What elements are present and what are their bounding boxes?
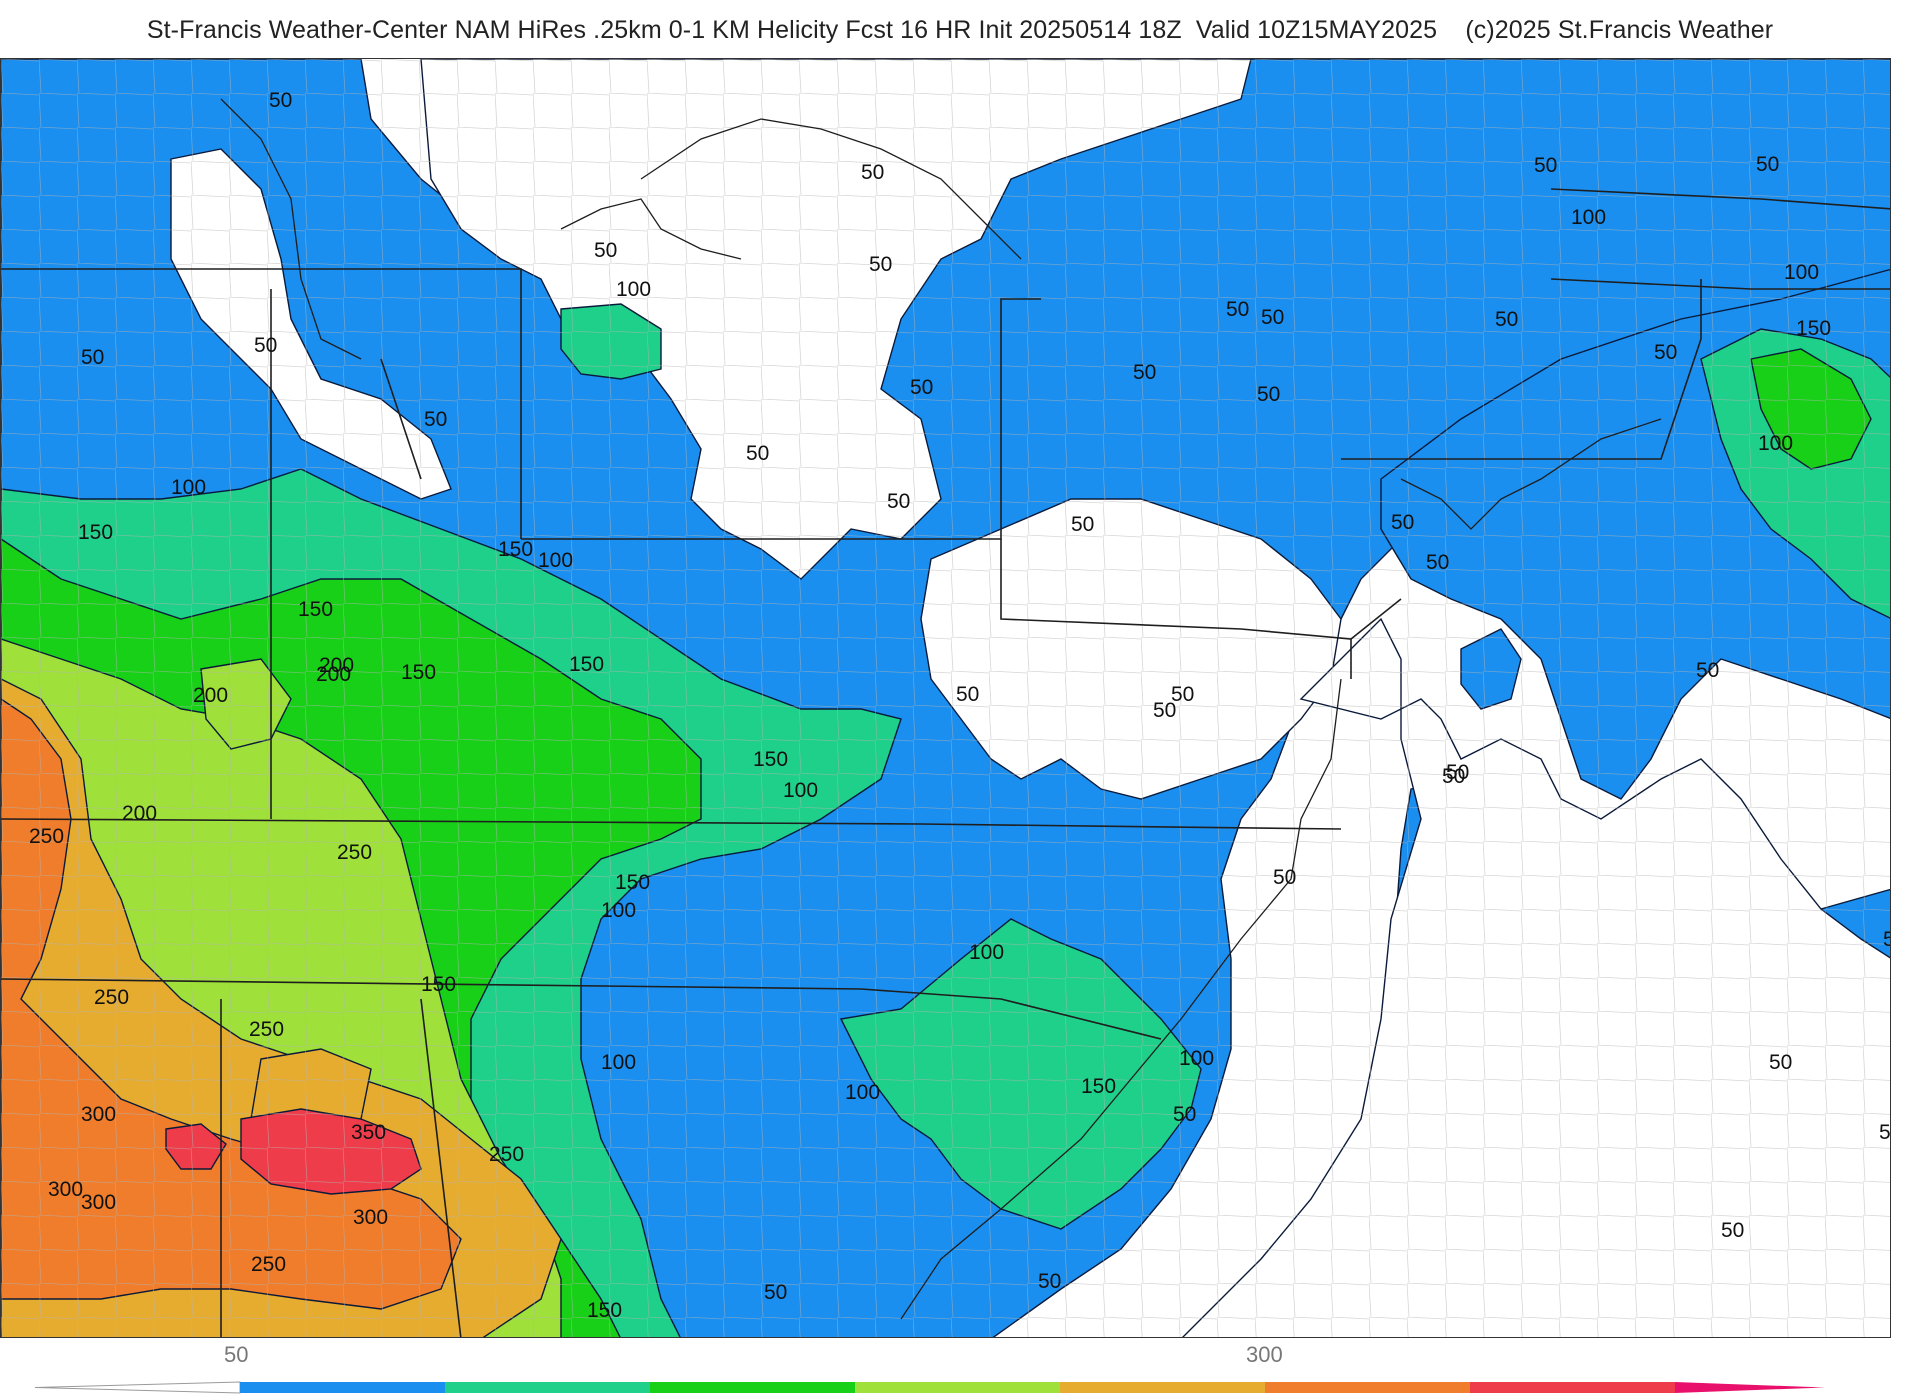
contour-label: 50: [1226, 298, 1249, 321]
contour-label: 150: [298, 598, 333, 621]
contour-label: 250: [249, 1018, 284, 1041]
contour-label: 150: [401, 661, 436, 684]
contour-label: 150: [421, 973, 456, 996]
contour-label: 50: [1133, 361, 1156, 384]
contour-label: 50: [1153, 699, 1176, 722]
contour-label: 50: [887, 490, 910, 513]
contour-label: 100: [1758, 432, 1793, 455]
contour-label: 100: [969, 941, 1004, 964]
contour-label: 100: [1571, 206, 1606, 229]
legend-bin-100: [445, 1382, 650, 1393]
contour-label: 200: [319, 654, 354, 677]
contour-label: 50: [1883, 928, 1891, 951]
contour-label: 100: [601, 1051, 636, 1074]
legend-bin-350: [1470, 1382, 1675, 1393]
contour-label: 250: [251, 1253, 286, 1276]
legend-bin-150: [650, 1382, 855, 1393]
contour-label: 50: [1171, 683, 1194, 706]
legend-bin-300: [1265, 1382, 1470, 1393]
legend-bin-250: [1060, 1382, 1265, 1393]
contour-label: 100: [1784, 261, 1819, 284]
contour-label: 150: [78, 521, 113, 544]
contour-label: 50: [81, 346, 104, 369]
legend-left-taper: [34, 1381, 241, 1394]
legend-bar: [34, 1381, 1825, 1394]
contour-label: 50: [1442, 765, 1465, 788]
legend-tick-label: 300: [1246, 1342, 1283, 1367]
contour-label: 50: [1273, 866, 1296, 889]
contour-label: 50: [1495, 308, 1518, 331]
contour-label: 150: [1796, 317, 1831, 340]
helicity-map: 50 50 100 150 200 250 300 350 50 50 50 5…: [0, 58, 1891, 1338]
contour-label: 50: [269, 89, 292, 112]
contour-label: 300: [81, 1103, 116, 1126]
contour-label: 300: [48, 1178, 83, 1201]
contour-label: 50: [1654, 341, 1677, 364]
contour-label: 50: [1257, 383, 1280, 406]
contour-label: 200: [316, 663, 351, 686]
contour-label: 50: [746, 442, 769, 465]
contour-label: 250: [94, 986, 129, 1009]
state-borders: [1, 188, 1890, 1337]
contour-labels: 50 50 100 150 200 250 300 350 50 50 50 5…: [29, 89, 1891, 1322]
contour-label: 50: [1426, 551, 1449, 574]
legend-bin-400: [1675, 1382, 1825, 1393]
color-legend: 50 300: [0, 1338, 1920, 1400]
contour-label: 50: [1756, 153, 1779, 176]
contour-label: 100: [845, 1081, 880, 1104]
contour-label: 200: [193, 684, 228, 707]
legend-bin-200: [855, 1382, 1060, 1393]
contour-label: 250: [337, 841, 372, 864]
contour-label: 50: [869, 253, 892, 276]
contour-label: 150: [615, 871, 650, 894]
contour-label: 300: [81, 1191, 116, 1214]
contour-label: 50: [1446, 761, 1469, 784]
contour-label: 250: [489, 1143, 524, 1166]
contour-label: 150: [587, 1299, 622, 1322]
contour-label: 50: [1038, 1270, 1061, 1293]
contour-label: 150: [1081, 1075, 1116, 1098]
contour-label: 100: [616, 278, 651, 301]
contour-label: 100: [1179, 1047, 1214, 1070]
contour-label: 50: [861, 161, 884, 184]
contour-label: 50: [764, 1281, 787, 1304]
contour-label: 100: [783, 779, 818, 802]
contour-label: 50: [1696, 659, 1719, 682]
contour-label: 50: [424, 408, 447, 431]
contour-label: 150: [498, 538, 533, 561]
contour-label: 350: [351, 1121, 386, 1144]
map-canvas: 50 50 100 150 200 250 300 350 50 50 50 5…: [1, 59, 1891, 1337]
contour-label: 50: [1769, 1051, 1792, 1074]
contour-label: 100: [538, 549, 573, 572]
contour-label: 50: [956, 683, 979, 706]
contour-label: 50: [1391, 511, 1414, 534]
contour-label: 50: [1534, 154, 1557, 177]
contour-label: 100: [601, 899, 636, 922]
title-bar: St-Francis Weather-Center NAM HiRes .25k…: [0, 0, 1920, 58]
coastlines: [220, 98, 1662, 1320]
contour-label: 150: [753, 748, 788, 771]
map-title: St-Francis Weather-Center NAM HiRes .25k…: [146, 16, 1774, 44]
contour-label: 50: [594, 239, 617, 262]
contour-label: 200: [122, 802, 157, 825]
contour-label: 50: [1071, 513, 1094, 536]
contour-label: 50: [910, 376, 933, 399]
contour-label: 100: [171, 476, 206, 499]
county-lines: [1, 59, 1890, 1337]
contour-label: 50: [254, 334, 277, 357]
contour-label: 50: [1721, 1219, 1744, 1242]
contour-label: 250: [29, 825, 64, 848]
contour-label: 300: [353, 1206, 388, 1229]
contour-label: 50: [1261, 306, 1284, 329]
contour-label: 50: [1879, 1121, 1891, 1144]
contour-label: 150: [569, 653, 604, 676]
contour-label: 50: [1173, 1103, 1196, 1126]
legend-bin-50: [240, 1382, 445, 1393]
legend-tick-label: 50: [224, 1342, 249, 1367]
